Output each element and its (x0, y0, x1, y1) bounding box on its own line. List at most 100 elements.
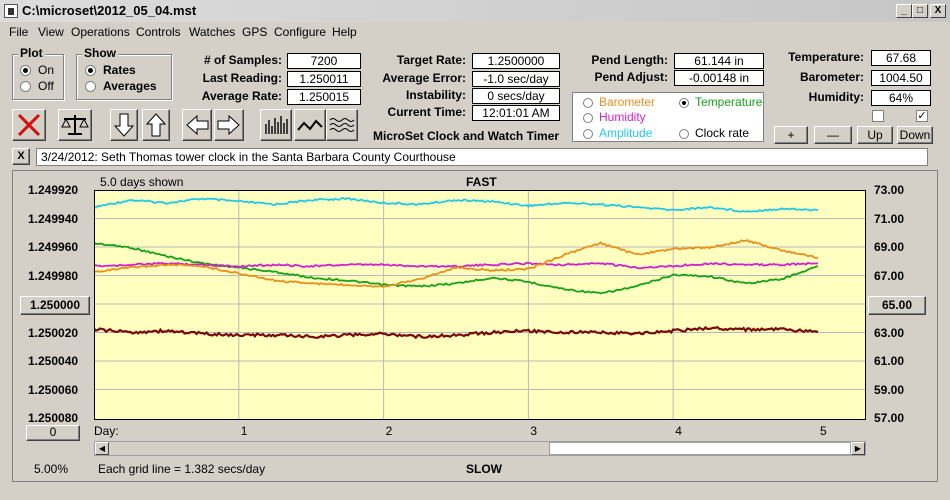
menu-file[interactable]: File (9, 25, 29, 39)
left-axis-tick: 1.249920 (28, 183, 79, 197)
series-line-0 (94, 196, 819, 213)
note-field[interactable]: 3/24/2012: Seth Thomas tower clock in th… (36, 148, 928, 166)
right-axis-tick: 73.00 (874, 183, 905, 197)
samples-value: 7200 (287, 53, 361, 69)
x-axis-tick: 5 (820, 424, 827, 438)
menu-configure[interactable]: Configure (274, 25, 327, 39)
show-averages-radio[interactable] (85, 81, 96, 92)
arrow-down-icon (113, 113, 135, 137)
right-axis-tick: 67.00 (874, 268, 905, 283)
balance-scale-icon (61, 115, 89, 135)
left-checkbox[interactable] (872, 110, 884, 122)
waveform-button[interactable] (326, 109, 358, 141)
pend-adjust-label: Pend Adjust: (594, 70, 668, 84)
line-graph-button[interactable] (294, 109, 326, 141)
day-zero-button[interactable]: 0 (26, 425, 80, 441)
x-axis-tick: 1 (240, 424, 248, 438)
plot-on-radio[interactable] (20, 65, 31, 76)
legend-humidity-radio[interactable] (583, 113, 593, 123)
note-close-button[interactable]: X (12, 148, 30, 165)
window-title: C:\microset\2012_05_04.mst (22, 3, 197, 18)
maximize-button[interactable]: □ (912, 4, 928, 18)
menu-watches[interactable]: Watches (189, 25, 236, 39)
x-axis-tick: 4 (675, 424, 682, 438)
arrow-left-button[interactable] (182, 109, 212, 141)
pend-length-label: Pend Length: (591, 53, 668, 67)
stop-button[interactable] (12, 109, 46, 141)
histogram-button[interactable] (260, 109, 292, 141)
legend-temperature-label: Temperature (695, 95, 763, 109)
legend-clockrate-radio[interactable] (679, 129, 689, 139)
plot-on-label: On (38, 63, 55, 77)
plot-off-radio[interactable] (20, 81, 31, 92)
x-axis-tick: 2 (385, 424, 393, 438)
menu-view[interactable]: View (38, 25, 64, 39)
current-time-label: Current Time: (387, 105, 466, 119)
up-button[interactable]: Up (857, 126, 893, 144)
menu-controls[interactable]: Controls (136, 25, 181, 39)
left-axis-tick: 1.250020 (28, 325, 79, 340)
right-checkbox[interactable]: ✓ (916, 110, 928, 122)
chart-panel (12, 170, 938, 482)
scroll-track[interactable] (109, 442, 549, 455)
percent-label: 5.00% (34, 462, 69, 476)
scroll-thumb[interactable] (549, 442, 851, 455)
x-axis-tick: 3 (530, 424, 538, 438)
right-axis-tick: 59.00 (874, 382, 905, 397)
series-line-4 (94, 325, 819, 340)
plot-group (12, 54, 64, 100)
plot-background (94, 190, 866, 420)
menu-gps[interactable]: GPS (242, 25, 268, 39)
scroll-right-button[interactable]: ▶ (851, 442, 865, 455)
left-axis-tick: 1.249980 (28, 268, 79, 283)
arrow-up-button[interactable] (142, 109, 170, 141)
menu-bar: File View Operations Controls Watches GP… (0, 22, 950, 42)
calibrate-button[interactable] (58, 109, 92, 141)
average-rate-label: Average Rate: (201, 89, 282, 103)
right-center-button[interactable]: 65.00 (868, 296, 926, 315)
menu-operations[interactable]: Operations (71, 25, 130, 39)
current-time-value: 12:01:01 AM (472, 105, 560, 121)
average-error-label: Average Error: (382, 71, 466, 85)
show-group-title: Show (82, 46, 118, 60)
scroll-left-button[interactable]: ◀ (95, 442, 109, 455)
arrow-right-button[interactable] (214, 109, 244, 141)
right-axis-tick: 61.00 (874, 354, 905, 368)
barometer-label: Barometer: (799, 70, 864, 84)
minimize-button[interactable]: _ (896, 4, 912, 18)
legend-amplitude-radio[interactable] (583, 129, 593, 139)
legend-barometer-radio[interactable] (583, 98, 593, 108)
red-x-icon (17, 113, 41, 137)
app-icon[interactable] (4, 4, 18, 18)
fast-label: FAST (466, 175, 497, 189)
legend-amplitude-label: Amplitude (599, 126, 653, 140)
show-rates-radio[interactable] (85, 65, 96, 76)
down-button[interactable]: Down (897, 126, 933, 144)
waveform-icon (329, 118, 355, 132)
right-axis-tick: 69.00 (874, 240, 905, 254)
series-legend: Barometer Temperature Humidity Amplitude… (572, 92, 764, 142)
target-rate-value[interactable]: 1.2500000 (472, 53, 560, 69)
series-line-3 (94, 238, 819, 288)
right-axis-tick: 63.00 (874, 325, 905, 340)
app-name-label: MicroSet Clock and Watch Timer (373, 129, 560, 143)
pend-length-value[interactable]: 61.144 in (674, 53, 764, 69)
instability-value: 0 secs/day (472, 88, 560, 104)
average-rate-value: 1.250015 (287, 89, 361, 105)
horizontal-scrollbar[interactable]: ◀ ▶ (94, 441, 866, 456)
show-group (76, 54, 172, 100)
grid-note-label: Each grid line = 1.382 secs/day (98, 462, 266, 476)
line-graph-icon (297, 119, 323, 131)
minus-button[interactable]: — (814, 126, 852, 144)
plot-off-label: Off (38, 79, 54, 93)
left-axis-tick: 1.250040 (28, 354, 79, 368)
close-button[interactable]: X (930, 4, 946, 18)
menu-help[interactable]: Help (332, 25, 357, 39)
x-axis-title: Day: (94, 424, 119, 438)
legend-temperature-radio[interactable] (679, 98, 689, 108)
arrow-up-icon (145, 113, 167, 137)
plus-button[interactable]: + (774, 126, 808, 144)
arrow-down-button[interactable] (110, 109, 138, 141)
arrow-right-icon (217, 114, 240, 136)
left-center-button[interactable]: 1.250000 (20, 296, 90, 315)
